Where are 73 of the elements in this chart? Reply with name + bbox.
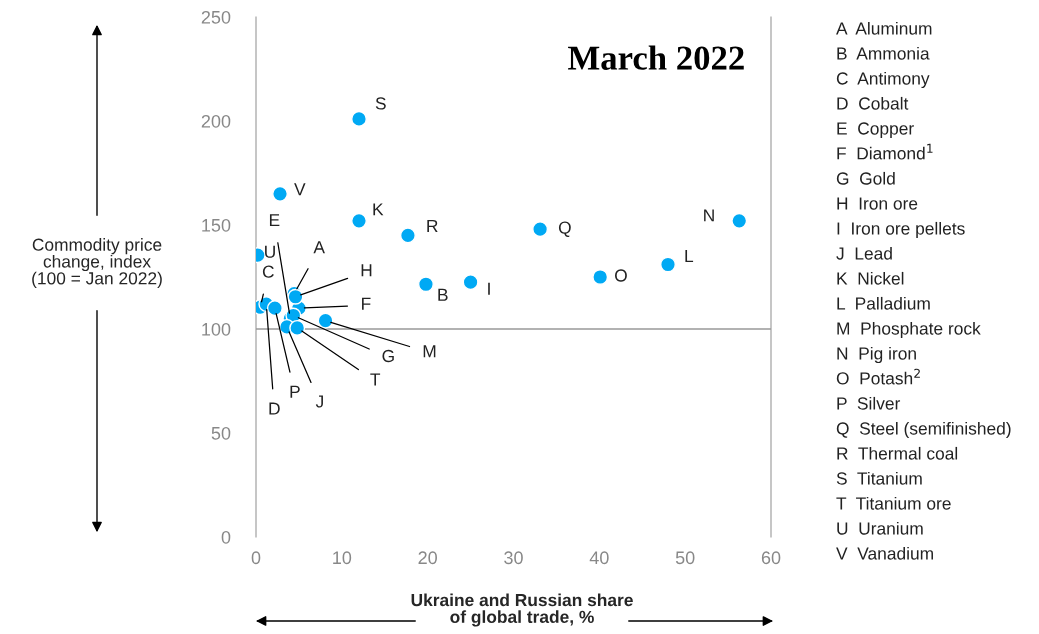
x-tick-label: 30 xyxy=(504,551,523,565)
text: H Iron ore xyxy=(837,197,918,210)
y-tick-label: 50 xyxy=(211,426,231,440)
point xyxy=(462,274,479,291)
text: G Gold xyxy=(836,171,895,185)
x-tick-label: 10 xyxy=(333,551,352,565)
text: V Vanadium xyxy=(836,546,933,560)
data-label: T xyxy=(370,373,381,386)
data-label: F xyxy=(362,297,371,310)
text: E Copper xyxy=(837,122,914,139)
data-label: J xyxy=(315,395,323,408)
data-label: S xyxy=(375,97,386,110)
y-tick-label: 200 xyxy=(201,114,231,128)
data-label: U xyxy=(265,245,275,258)
point xyxy=(731,212,748,229)
y-tick-label: 250 xyxy=(201,10,231,24)
point xyxy=(417,276,434,293)
data-label: A xyxy=(313,241,325,254)
data-label: E xyxy=(269,214,280,227)
text: R Thermal coal xyxy=(837,446,958,460)
data-label: Q xyxy=(558,221,571,237)
y-tick-label: 0 xyxy=(221,530,231,544)
text: U Uranium xyxy=(837,521,923,535)
text: F Diamond$^{1}$ xyxy=(837,143,933,160)
data-label: R xyxy=(427,219,438,232)
x-tick-label: 60 xyxy=(761,551,781,565)
y-tick-label: 150 xyxy=(202,218,231,232)
point xyxy=(351,110,367,127)
x-tick-label: 50 xyxy=(675,551,695,565)
text: A Aluminum xyxy=(836,21,932,35)
data-label: L xyxy=(685,250,694,263)
point xyxy=(317,312,334,329)
data-label: D xyxy=(269,402,280,415)
text: I Iron ore pellets xyxy=(837,221,965,239)
text: Q Steel (semifinished) xyxy=(836,421,1011,439)
y-tick-label: 100 xyxy=(202,322,231,336)
data-label: H xyxy=(361,264,372,277)
text: T Titanium ore xyxy=(836,496,951,510)
text: N Pig iron xyxy=(837,346,916,364)
data-label: K xyxy=(373,203,384,216)
data-label: O xyxy=(615,269,627,282)
y-axis-title: Commodity price change, index (100 = Jan 2022) xyxy=(32,238,162,288)
data-label: M xyxy=(423,345,436,358)
x-tick-label: 0 xyxy=(251,551,261,565)
text: P Silver xyxy=(837,396,901,410)
data-label: V xyxy=(294,183,306,196)
text: D Cobalt xyxy=(837,96,909,110)
x-tick-label: 20 xyxy=(418,551,437,565)
data-label: I xyxy=(488,282,490,295)
text: M Phosphate rock xyxy=(837,321,981,339)
data-label: N xyxy=(704,209,714,222)
text: J Lead xyxy=(836,246,892,260)
point xyxy=(272,185,289,202)
point xyxy=(592,269,609,285)
text: S Titanium xyxy=(836,471,922,485)
point xyxy=(660,256,676,273)
x-axis-title: Ukraine and Russian share of global trade, % xyxy=(411,593,633,627)
point xyxy=(532,221,549,238)
text: K Nickel xyxy=(837,271,904,285)
data-label: G xyxy=(382,349,394,363)
text: L Palladium xyxy=(837,296,930,310)
point xyxy=(266,300,283,317)
point xyxy=(351,212,367,229)
text: C Antimony xyxy=(836,71,930,89)
point xyxy=(289,319,306,336)
point xyxy=(399,227,416,244)
text: March 2022 xyxy=(568,45,744,70)
text: B Ammonia xyxy=(837,46,930,60)
data-label: C xyxy=(262,265,274,278)
data-label: P xyxy=(290,385,300,398)
x-tick-label: 40 xyxy=(589,551,609,565)
data-label: B xyxy=(438,288,448,301)
text: O Potash$^{2}$ xyxy=(836,368,920,385)
